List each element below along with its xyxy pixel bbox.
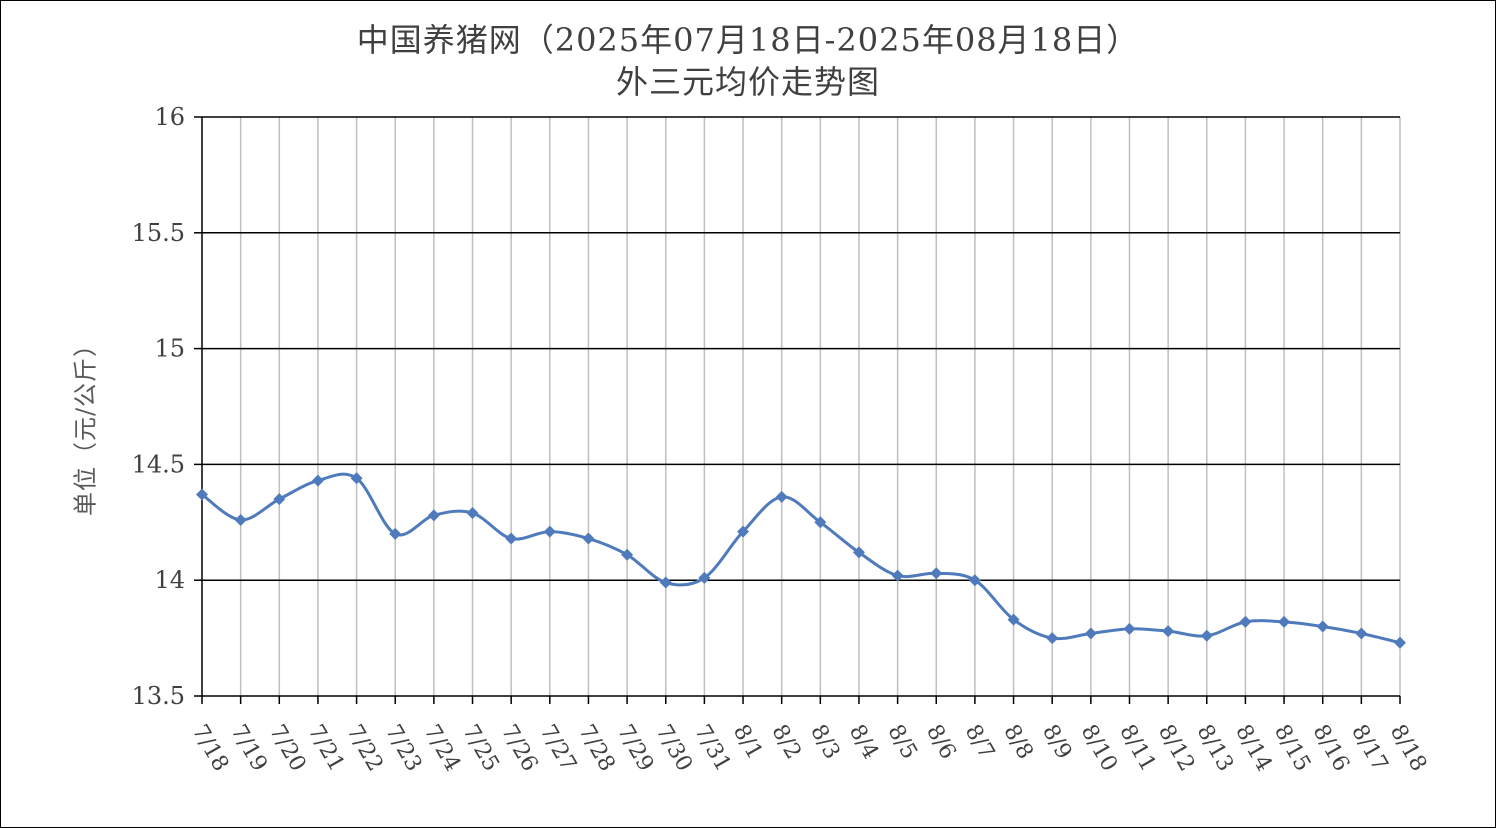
x-tick-label: 8/2 (766, 721, 805, 764)
data-point (543, 525, 556, 538)
data-point (621, 548, 634, 561)
x-tick-label: 7/19 (225, 721, 271, 776)
data-point (1355, 627, 1368, 640)
x-tick-label: 8/3 (805, 721, 844, 764)
data-point (1007, 613, 1020, 626)
x-tick-label: 8/10 (1076, 721, 1122, 776)
data-point (1046, 632, 1059, 645)
series-layer (196, 472, 1406, 649)
data-point (930, 567, 943, 580)
data-point (466, 507, 479, 520)
x-tick-label: 8/14 (1230, 721, 1276, 776)
y-tick-label: 15 (154, 335, 185, 363)
data-point (1316, 620, 1329, 633)
vertical-gridlines (239, 117, 1401, 696)
x-tick-label: 8/16 (1308, 721, 1354, 776)
data-point (1162, 625, 1175, 638)
x-tick-label: 8/9 (1037, 721, 1076, 764)
x-tick-label: 7/27 (535, 721, 581, 776)
x-tick-label: 8/1 (728, 721, 767, 764)
data-point (891, 569, 904, 582)
x-tick-label: 7/26 (496, 721, 542, 776)
x-tick-label: 8/5 (882, 721, 921, 764)
data-point (234, 513, 247, 526)
data-point (389, 527, 402, 540)
x-tick-label: 8/8 (998, 721, 1037, 764)
series-line (201, 472, 1401, 645)
data-point (775, 490, 788, 503)
data-point (698, 571, 711, 584)
data-point (273, 493, 286, 506)
x-tick-label: 7/21 (303, 721, 349, 776)
data-point (968, 574, 981, 587)
data-point (582, 532, 595, 545)
y-tick-label: 14 (154, 566, 185, 594)
y-tick-labels: 16 15.5 15 14.5 14 13.5 (132, 103, 185, 710)
axes (194, 116, 1401, 704)
y-tick-label: 15.5 (132, 219, 185, 247)
data-point (1239, 615, 1252, 628)
data-point (1084, 627, 1097, 640)
chart-title: 中国养猪网（2025年07月18日-2025年08月18日） (356, 21, 1140, 59)
data-point (1123, 622, 1136, 635)
y-tick-label: 16 (154, 103, 185, 131)
y-tick-label: 13.5 (132, 682, 185, 710)
data-point (659, 576, 672, 589)
x-tick-label: 7/23 (380, 721, 426, 776)
x-tick-label: 8/18 (1385, 721, 1431, 776)
x-tick-label: 7/24 (419, 721, 465, 776)
x-tick-label: 8/13 (1192, 721, 1238, 776)
x-tick-label: 7/31 (689, 721, 735, 776)
x-tick-label: 8/7 (960, 721, 999, 764)
x-tick-label: 8/4 (844, 721, 883, 764)
chart-subtitle: 外三元均价走势图 (615, 63, 880, 101)
data-point (196, 488, 208, 501)
x-tick-label: 8/6 (921, 721, 960, 764)
x-tick-label: 8/12 (1153, 721, 1199, 776)
data-point (427, 509, 440, 522)
data-point (350, 472, 363, 485)
x-tick-label: 7/22 (341, 721, 387, 776)
x-tick-label: 8/15 (1269, 721, 1315, 776)
x-tick-labels: 7/187/197/207/217/227/237/247/257/267/27… (187, 721, 1431, 776)
data-point (852, 546, 865, 559)
x-tick-label: 7/30 (651, 721, 697, 776)
data-point (1200, 629, 1213, 642)
data-point (1394, 636, 1406, 649)
x-tick-label: 7/18 (187, 721, 233, 776)
x-tick-label: 8/11 (1114, 721, 1160, 776)
y-tick-label: 14.5 (132, 450, 185, 478)
data-point (311, 474, 324, 487)
data-point (1278, 615, 1291, 628)
x-tick-label: 7/29 (612, 721, 658, 776)
x-tick-label: 8/17 (1346, 721, 1392, 776)
x-tick-label: 7/25 (457, 721, 503, 776)
data-point (814, 516, 827, 529)
data-point (737, 525, 750, 538)
horizontal-gridlines (202, 116, 1400, 581)
data-point (505, 532, 518, 545)
x-tick-label: 7/28 (573, 721, 619, 776)
x-tick-label: 7/20 (264, 721, 310, 776)
